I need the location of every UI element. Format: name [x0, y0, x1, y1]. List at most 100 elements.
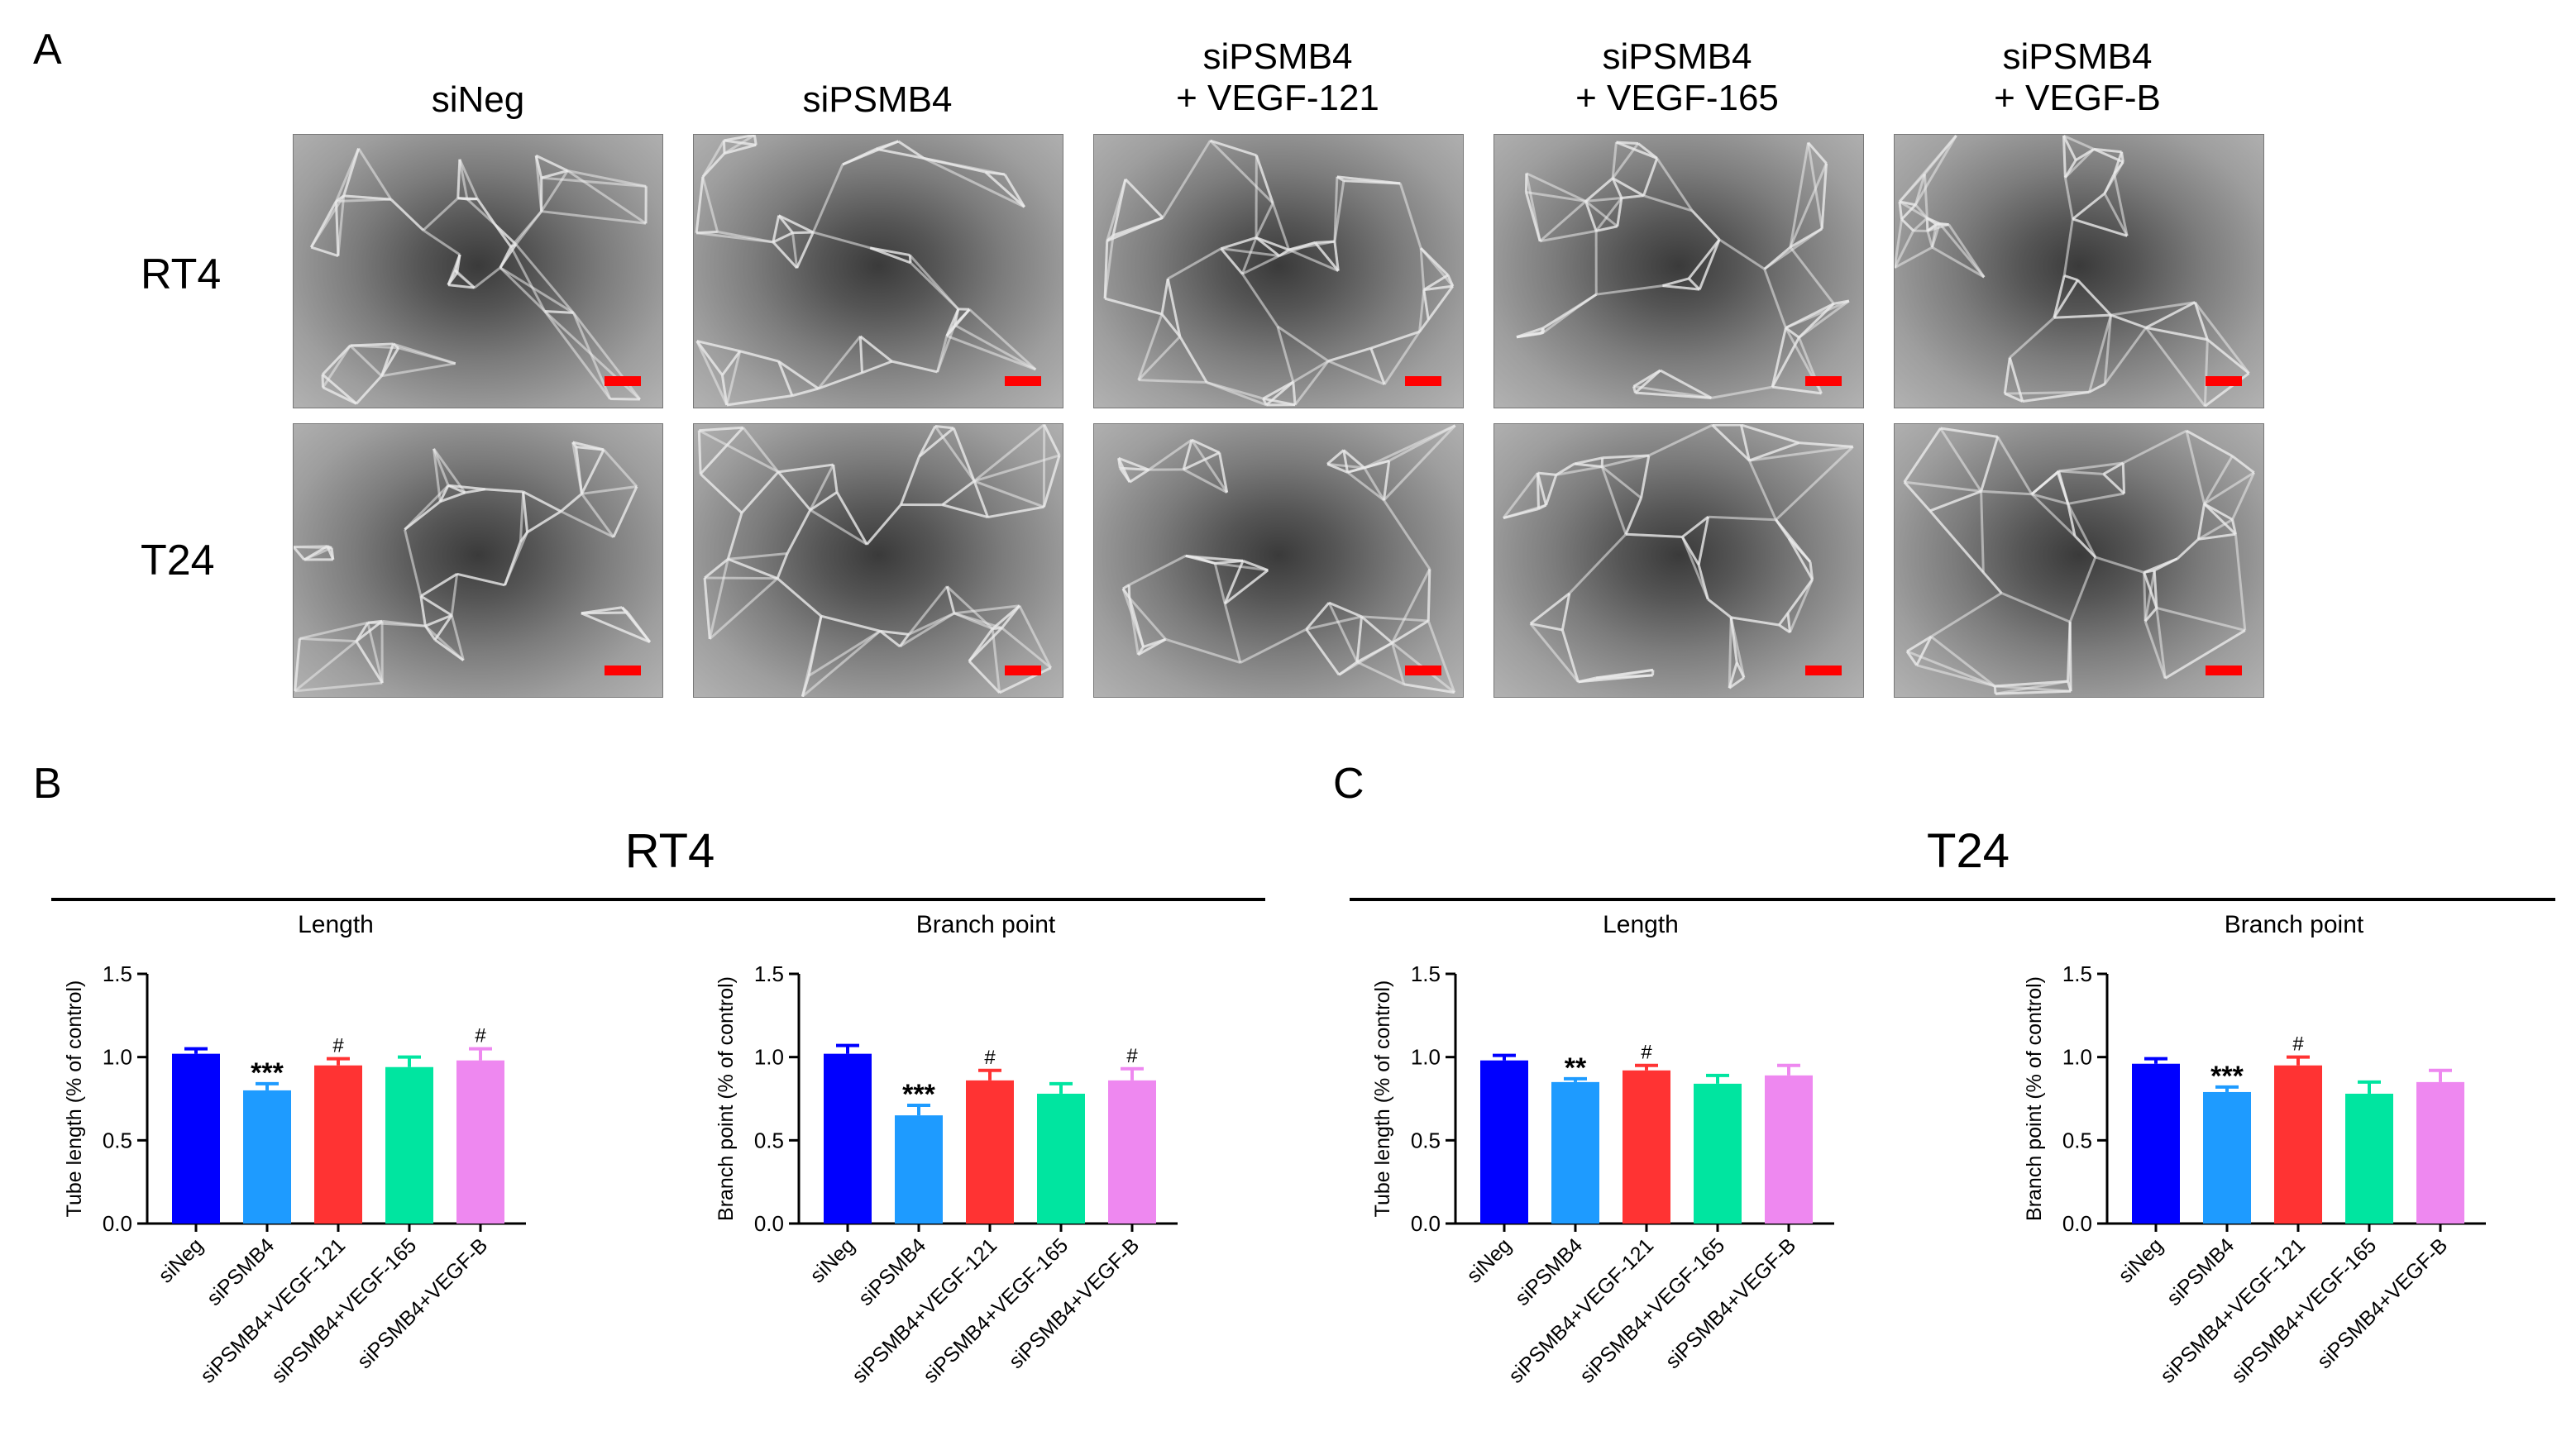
bar [1551, 1081, 1599, 1224]
y-tick-label: 1.5 [754, 961, 784, 986]
tube-network [1117, 424, 1456, 694]
scale-bar [1405, 376, 1441, 386]
micrograph-r2-c2 [693, 423, 1063, 698]
micrograph-r2-c5 [1894, 423, 2264, 698]
col-label: siPSMB4 + VEGF-121 [1176, 36, 1379, 118]
y-tick-label: 1.0 [2062, 1045, 2092, 1070]
y-tick-label: 0.0 [754, 1211, 784, 1236]
bar [243, 1090, 291, 1224]
significance-label: # [475, 1025, 486, 1047]
group-divider-rt4 [51, 898, 1265, 901]
tube-network [294, 441, 652, 693]
col-label: siPSMB4 + VEGF-B [1994, 36, 2161, 118]
x-tick-label: siNeg [1462, 1233, 1516, 1287]
significance-label: *** [902, 1079, 935, 1110]
bar [895, 1115, 943, 1224]
x-tick-label: siPSMB4 [1511, 1233, 1588, 1310]
tube-network [1516, 141, 1850, 399]
tube-network [697, 424, 1061, 697]
micrograph-r2-c4 [1494, 423, 1864, 698]
bar [2132, 1063, 2180, 1224]
column-header-vegfb: siPSMB4 + VEGF-B [1887, 36, 2268, 119]
y-axis-label: Tube length (% of control) [1371, 980, 1394, 1218]
scale-bar [605, 376, 641, 386]
bar [1108, 1080, 1156, 1224]
bar [966, 1080, 1014, 1224]
y-tick-label: 1.5 [2062, 961, 2092, 986]
micrograph-r1-c5 [1894, 134, 2264, 408]
bar [2274, 1065, 2322, 1224]
significance-label: # [2292, 1033, 2304, 1056]
scale-bar [1005, 666, 1041, 675]
y-tick-label: 1.5 [1411, 961, 1441, 986]
scale-bar [1005, 376, 1041, 386]
chart-title: Length [298, 911, 374, 938]
micrograph-r1-c2 [693, 134, 1063, 408]
tube-network [1903, 427, 2256, 695]
panel-b-letter: B [33, 760, 62, 808]
bar [2345, 1093, 2393, 1224]
tube-network [1895, 135, 2250, 408]
bar [314, 1065, 362, 1224]
scale-bar [1805, 376, 1842, 386]
x-tick-label: siPSMB4 [203, 1233, 280, 1310]
y-tick-label: 0.0 [103, 1211, 132, 1236]
y-tick-label: 1.0 [103, 1045, 132, 1070]
micrograph-r1-c1 [293, 134, 663, 408]
scale-bar [1805, 666, 1842, 675]
group-divider-t24 [1350, 898, 2555, 901]
group-title-rt4: RT4 [624, 824, 715, 878]
column-header-sineg: siNeg [288, 79, 668, 121]
micrograph-r2-c1 [293, 423, 663, 698]
bar [824, 1053, 872, 1224]
tube-network [309, 147, 648, 405]
y-tick-label: 0.0 [1411, 1211, 1441, 1236]
x-tick-label: siPSMB4 [854, 1233, 931, 1310]
scale-bar [2206, 376, 2242, 386]
significance-label: ** [1565, 1052, 1587, 1084]
bar [456, 1060, 504, 1224]
bar [1765, 1075, 1813, 1224]
y-tick-label: 1.5 [103, 961, 132, 986]
micrograph-r1-c3 [1093, 134, 1464, 408]
column-header-vegf165: siPSMB4 + VEGF-165 [1487, 36, 1867, 119]
y-tick-label: 0.0 [2062, 1211, 2092, 1236]
bar [172, 1053, 220, 1224]
bar [1037, 1093, 1085, 1224]
bar [1623, 1070, 1670, 1224]
y-axis-label: Tube length (% of control) [63, 980, 86, 1218]
col-label: siPSMB4 [802, 79, 953, 120]
y-axis-label: Branch point (% of control) [2023, 976, 2046, 1221]
scale-bar [605, 666, 641, 675]
scale-bar [2206, 666, 2242, 675]
tube-network [1103, 139, 1455, 407]
panel-c-letter: C [1333, 760, 1364, 808]
x-tick-label: siPSMB4+VEGF-B [1661, 1233, 1801, 1373]
x-tick-label: siPSMB4+VEGF-B [353, 1233, 493, 1373]
significance-label: # [332, 1035, 344, 1057]
chart-title: Length [1603, 911, 1679, 938]
y-axis-label: Branch point (% of control) [714, 976, 738, 1221]
col-label: siPSMB4 + VEGF-165 [1575, 36, 1779, 118]
column-header-sipsmb4: siPSMB4 [687, 79, 1068, 121]
x-tick-label: siNeg [2114, 1233, 2167, 1287]
row-header-rt4: RT4 [141, 250, 222, 298]
y-tick-label: 0.5 [1411, 1128, 1441, 1152]
chart-title: Branch point [916, 911, 1056, 938]
x-tick-label: siNeg [805, 1233, 859, 1287]
column-header-vegf121: siPSMB4 + VEGF-121 [1087, 36, 1468, 119]
bar [1694, 1083, 1742, 1224]
panel-a-letter: A [33, 26, 62, 74]
significance-label: # [1126, 1045, 1138, 1067]
chart-title: Branch point [2225, 911, 2364, 938]
y-tick-label: 1.0 [1411, 1045, 1441, 1070]
y-tick-label: 0.5 [103, 1128, 132, 1152]
y-tick-label: 0.5 [754, 1128, 784, 1152]
significance-label: # [984, 1047, 996, 1069]
bar [1480, 1060, 1528, 1224]
col-label: siNeg [431, 79, 525, 120]
row-header-t24: T24 [141, 537, 215, 584]
group-title-t24: T24 [1927, 824, 2010, 878]
significance-label: # [1641, 1042, 1652, 1064]
